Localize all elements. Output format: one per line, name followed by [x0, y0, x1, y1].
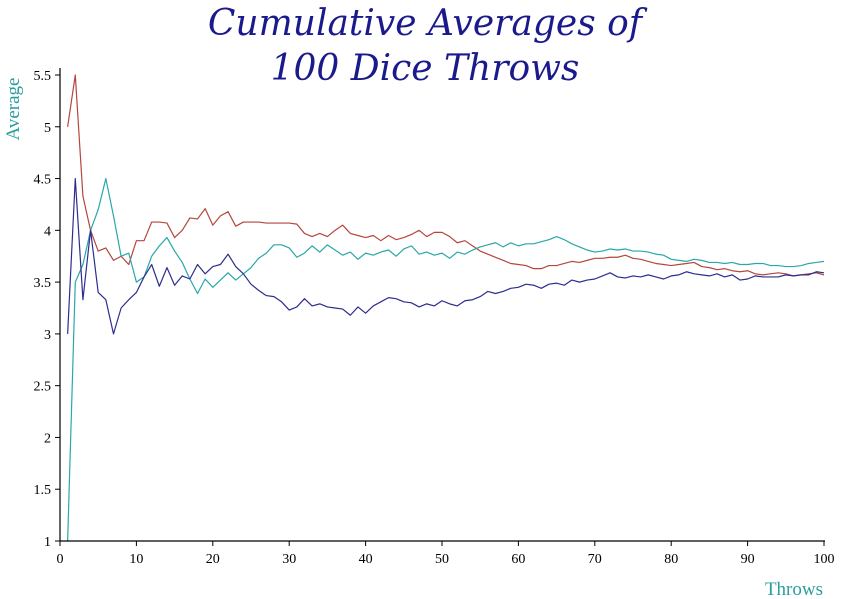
- x-tick-label: 20: [206, 552, 220, 567]
- series-layer: [67, 74, 825, 542]
- x-tick-label: 10: [129, 552, 143, 567]
- x-tick-label: 60: [511, 552, 525, 567]
- x-tick-label: 40: [359, 552, 373, 567]
- x-axis-ticks: 0 10 20 30 40 50 60 70 80 90 100: [57, 541, 835, 567]
- x-tick-label: 0: [57, 552, 64, 567]
- y-tick-label: 2: [44, 431, 51, 446]
- series-line-2: [67, 177, 825, 542]
- x-tick-label: 50: [435, 552, 449, 567]
- y-tick-label: 1.5: [34, 483, 52, 498]
- y-tick-label: 3.5: [34, 276, 52, 291]
- chart-title-line-1: Cumulative Averages of: [208, 3, 648, 44]
- y-tick-label: 4: [44, 224, 51, 239]
- y-tick-label: 4.5: [34, 173, 52, 188]
- x-tick-label: 90: [741, 552, 755, 567]
- y-tick-label: 2.5: [34, 380, 52, 395]
- y-tick-label: 5: [44, 121, 51, 136]
- x-tick-label: 30: [282, 552, 296, 567]
- x-tick-label: 100: [814, 552, 835, 567]
- y-axis-ticks: 1 1.5 2 2.5 3 3.5 4 4.5 5 5.5: [34, 69, 60, 550]
- x-tick-label: 70: [588, 552, 602, 567]
- x-axis-title: Throws: [765, 579, 823, 599]
- series-line-1: [67, 74, 825, 277]
- y-tick-label: 3: [44, 328, 51, 343]
- chart-title-line-2: 100 Dice Throws: [271, 48, 580, 89]
- x-tick-label: 80: [664, 552, 678, 567]
- y-tick-label: 1: [44, 535, 51, 550]
- y-axis-title: Average: [3, 78, 24, 141]
- series-line-3: [67, 177, 825, 335]
- y-tick-label: 5.5: [34, 69, 52, 84]
